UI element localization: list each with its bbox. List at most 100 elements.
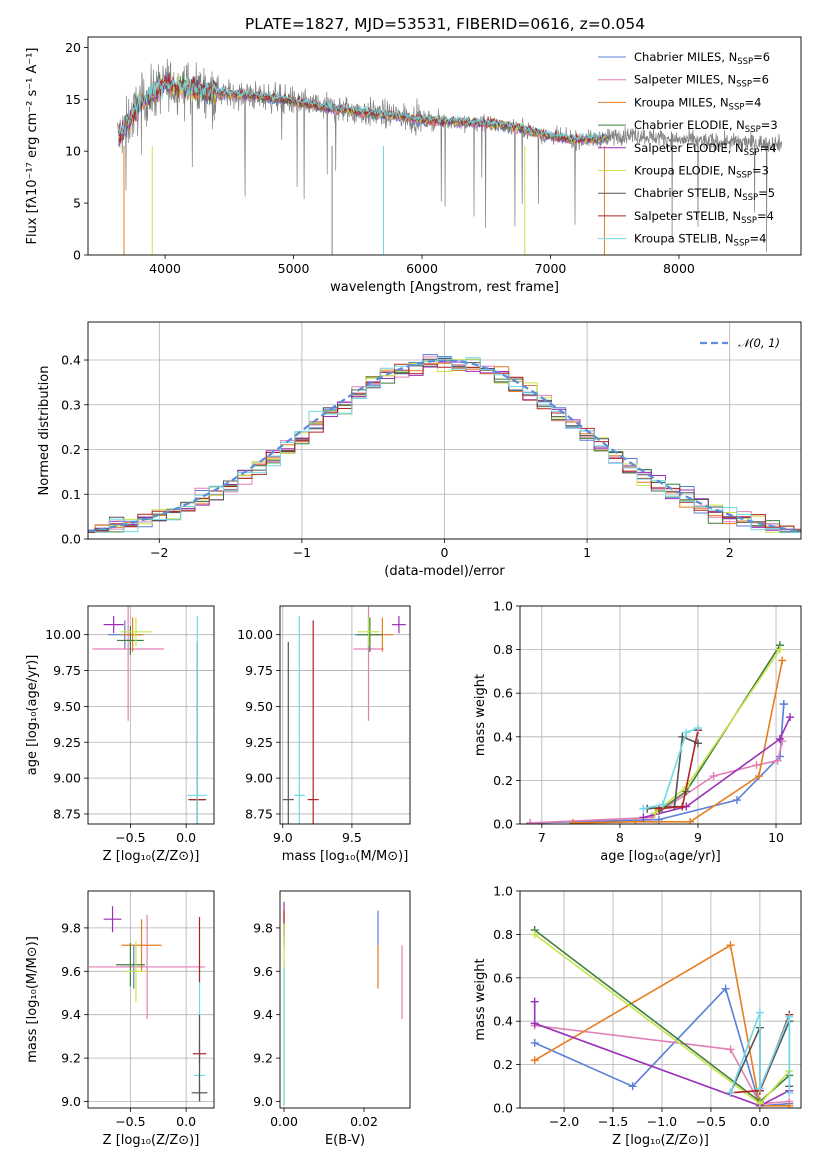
- weight-vs-age-panel: 7 8 9 10 0.0 0.2 0.4 0.6 0.8 1.0 age [log₁₀(age/yr…: [473, 599, 802, 864]
- y-tick-label: 0.2: [493, 1057, 513, 1072]
- y-tick-label: 10.00: [45, 627, 81, 642]
- weight-point-marker: [785, 1012, 794, 1021]
- y-tick-label: 0.0: [493, 1101, 513, 1116]
- residual-histogram: [88, 357, 801, 533]
- weight-point-marker: [755, 1099, 764, 1108]
- y-tick-label: 9.25: [245, 735, 273, 750]
- y-tick-label: 8.75: [245, 806, 273, 821]
- y-axis-label: mass weight: [473, 958, 488, 1040]
- x-tick-label: 9.0: [273, 830, 293, 845]
- y-tick-label: 9.0: [253, 1094, 273, 1109]
- plot-area: [89, 906, 208, 1102]
- x-tick-label: −1.0: [647, 1114, 677, 1129]
- weight-point-marker: [631, 817, 640, 824]
- x-tick-label: 7: [538, 830, 546, 845]
- y-tick-label: 9.6: [61, 964, 81, 979]
- residual-histogram: [88, 362, 801, 533]
- weight-series-line: [643, 716, 791, 819]
- x-tick-label: 1: [583, 545, 591, 560]
- y-tick-label: 9.4: [61, 1007, 81, 1022]
- weight-point-marker: [639, 804, 648, 813]
- plot-area: [117, 58, 782, 255]
- weight-point-marker: [530, 930, 539, 939]
- legend-label: Chabrier ELODIE, NSSP=3: [634, 118, 778, 135]
- x-axis-label: wavelength [Angstrom, rest frame]: [330, 280, 559, 295]
- legend-subscript: SSP: [744, 148, 760, 158]
- legend-label: 𝒩(0, 1): [738, 336, 780, 350]
- y-axis-label: Normed distribution: [37, 366, 52, 496]
- y-tick-label: 9.8: [253, 920, 273, 935]
- weight-point-marker: [709, 772, 718, 781]
- y-tick-label: 9.2: [253, 1051, 273, 1066]
- weight-series-line: [647, 735, 699, 810]
- weight-point-marker: [785, 1101, 794, 1108]
- x-tick-label: 7000: [535, 261, 567, 276]
- y-axis-label: age [log₁₀(age/yr)]: [25, 655, 40, 776]
- y-tick-label: 9.8: [61, 920, 81, 935]
- weight-point-marker: [752, 761, 761, 770]
- axes-frame: [87, 321, 802, 540]
- x-axis-label: mass [log₁₀(M/M⊙)]: [282, 849, 409, 864]
- x-axis-label: age [log₁₀(age/yr)]: [600, 849, 721, 864]
- weight-point-marker: [686, 817, 695, 824]
- x-axis-label: Z [log₁₀(Z/Z⊙)]: [103, 1133, 200, 1148]
- weight-point-marker: [778, 656, 787, 665]
- y-tick-label: 0.8: [493, 927, 513, 942]
- x-tick-label: 0.0: [750, 1114, 770, 1129]
- legend: 𝒩(0, 1): [700, 336, 780, 350]
- spectrum-panel: 4000 5000 6000 7000 8000 0 5 10 15 20 wavelength […: [25, 36, 802, 295]
- y-tick-label: 9.25: [53, 735, 81, 750]
- legend-label: Salpeter ELODIE, NSSP=4: [634, 141, 777, 158]
- legend-value: =4: [757, 209, 774, 223]
- x-tick-label: −0.5: [115, 830, 145, 845]
- weight-point-marker: [726, 1088, 735, 1097]
- mass-vs-metallicity-panel: −0.5 0.0 9.0 9.2 9.4 9.6 9.8 Z [log₁₀(Z/Z⊙)] mas…: [25, 890, 215, 1148]
- y-tick-label: 10.00: [237, 627, 273, 642]
- weight-point-marker: [732, 796, 741, 805]
- legend-subscript: SSP: [736, 171, 752, 181]
- legend-label: Kroupa MILES, NSSP=4: [634, 95, 761, 112]
- y-tick-label: 0.0: [61, 532, 81, 547]
- weight-point-marker: [651, 809, 660, 818]
- axes-frame: [87, 605, 215, 825]
- weight-point-marker: [530, 1019, 539, 1028]
- weight-point-marker: [678, 802, 687, 811]
- weight-point-marker: [654, 804, 663, 813]
- y-tick-label: 0.4: [493, 1014, 513, 1029]
- legend-subscript: SSP: [734, 239, 750, 249]
- x-tick-label: 2: [726, 545, 734, 560]
- y-tick-label: 0.1: [61, 487, 81, 502]
- y-axis-label: mass weight: [473, 674, 488, 756]
- weight-point-marker: [786, 713, 795, 722]
- x-tick-label: 0.00: [270, 1114, 298, 1129]
- legend-subscript: SSP: [729, 102, 745, 112]
- y-tick-label: 0.3: [61, 397, 81, 412]
- x-tick-label: −2: [150, 545, 168, 560]
- mass-vs-reddening-panel: 0.00 0.02 9.0 9.2 9.4 9.6 9.8 E(B-V): [253, 890, 411, 1148]
- x-tick-label: −1: [293, 545, 311, 560]
- weight-point-marker: [658, 800, 667, 809]
- y-tick-label: 0.8: [493, 642, 513, 657]
- weight-point-marker: [628, 1082, 637, 1091]
- axes-frame: [279, 890, 411, 1109]
- y-tick-label: 9.75: [245, 663, 273, 678]
- x-tick-label: −0.5: [696, 1114, 726, 1129]
- x-tick-label: 10: [768, 830, 784, 845]
- x-tick-label: −0.5: [115, 1114, 145, 1129]
- axes-frame: [279, 605, 411, 825]
- weight-series-line: [533, 1001, 790, 1107]
- legend-value: =6: [752, 73, 769, 87]
- weight-point-marker: [785, 1088, 794, 1097]
- age-vs-mass-panel: 9.0 9.5 8.75 9.00 9.25 9.50 9.75 10.00 mass [log…: [237, 605, 411, 864]
- weight-series-line: [534, 944, 790, 1107]
- plot-area: [526, 641, 795, 824]
- weight-point-marker: [754, 772, 763, 781]
- legend-value: =4: [744, 95, 761, 109]
- weight-point-marker: [530, 997, 539, 1006]
- legend-value: =3: [761, 118, 778, 132]
- legend-subscript: SSP: [745, 125, 761, 135]
- x-tick-label: 9: [694, 830, 702, 845]
- y-tick-label: 8.75: [53, 806, 81, 821]
- y-tick-label: 0.4: [493, 729, 513, 744]
